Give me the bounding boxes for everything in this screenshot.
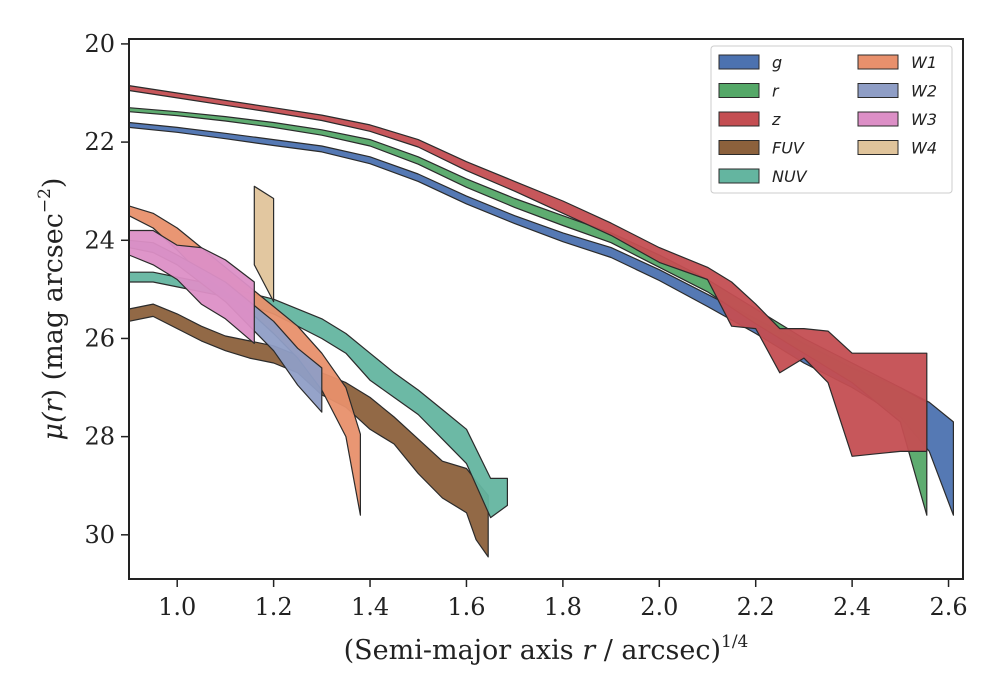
legend-label-w1: W1 — [911, 53, 937, 72]
legend-swatch-g — [718, 54, 760, 70]
legend-label-z: z — [771, 110, 781, 129]
x-tick-label: 2.4 — [833, 593, 871, 621]
y-tick-label: 28 — [84, 423, 115, 451]
legend-label-nuv: NUV — [772, 167, 808, 186]
legend-swatch-w4 — [857, 140, 899, 155]
plot-frame — [128, 38, 964, 580]
legend-swatch-fuv — [718, 140, 760, 155]
legend-label-g: g — [772, 53, 782, 72]
legend-swatch-w2 — [857, 83, 899, 98]
x-axis: 1.0 1.2 1.4 1.6 1.8 2.0 2.2 2.4 2.6 — [158, 579, 968, 621]
y-axis-title: μ(r) (mag arcsec−2) — [35, 178, 69, 441]
band-w4 — [253, 185, 275, 303]
band-fuv — [128, 303, 489, 558]
x-tick-label: 1.0 — [158, 593, 196, 621]
y-tick-label: 20 — [84, 30, 115, 58]
band-r — [128, 107, 928, 516]
legend-label-r: r — [772, 82, 780, 101]
x-tick-label: 2.6 — [929, 593, 967, 621]
y-axis: 20 22 24 26 28 30 — [84, 30, 129, 549]
legend-label-w2: W2 — [911, 82, 937, 101]
x-tick-label: 2.2 — [737, 593, 775, 621]
y-tick-label: 24 — [84, 226, 115, 254]
legend-swatch-w3 — [857, 111, 899, 127]
x-tick-label: 1.8 — [544, 593, 582, 621]
legend-label-fuv: FUV — [772, 139, 805, 158]
legend-swatch-w1 — [857, 54, 899, 70]
y-tick-label: 26 — [84, 324, 115, 352]
legend-swatch-z — [718, 111, 760, 127]
legend-label-w4: W4 — [911, 139, 937, 158]
legend-swatch-nuv — [718, 168, 760, 184]
band-z — [128, 84, 928, 457]
band-w3 — [128, 229, 255, 344]
legend: grz FUV NUV W1 W2 W3 W4 — [710, 45, 953, 194]
x-tick-label: 2.0 — [640, 593, 678, 621]
x-tick-label: 1.6 — [447, 593, 485, 621]
x-tick-label: 1.2 — [255, 593, 293, 621]
x-axis-title: (Semi-major axis r / arcsec)1/4 — [344, 632, 749, 666]
y-tick-label: 22 — [84, 128, 115, 156]
legend-frame — [710, 45, 953, 194]
surface-brightness-bands — [128, 84, 955, 558]
legend-swatch-r — [718, 83, 760, 98]
legend-label-w3: W3 — [911, 110, 937, 129]
y-tick-label: 30 — [84, 521, 115, 549]
x-tick-label: 1.4 — [351, 593, 389, 621]
band-g — [128, 121, 955, 516]
